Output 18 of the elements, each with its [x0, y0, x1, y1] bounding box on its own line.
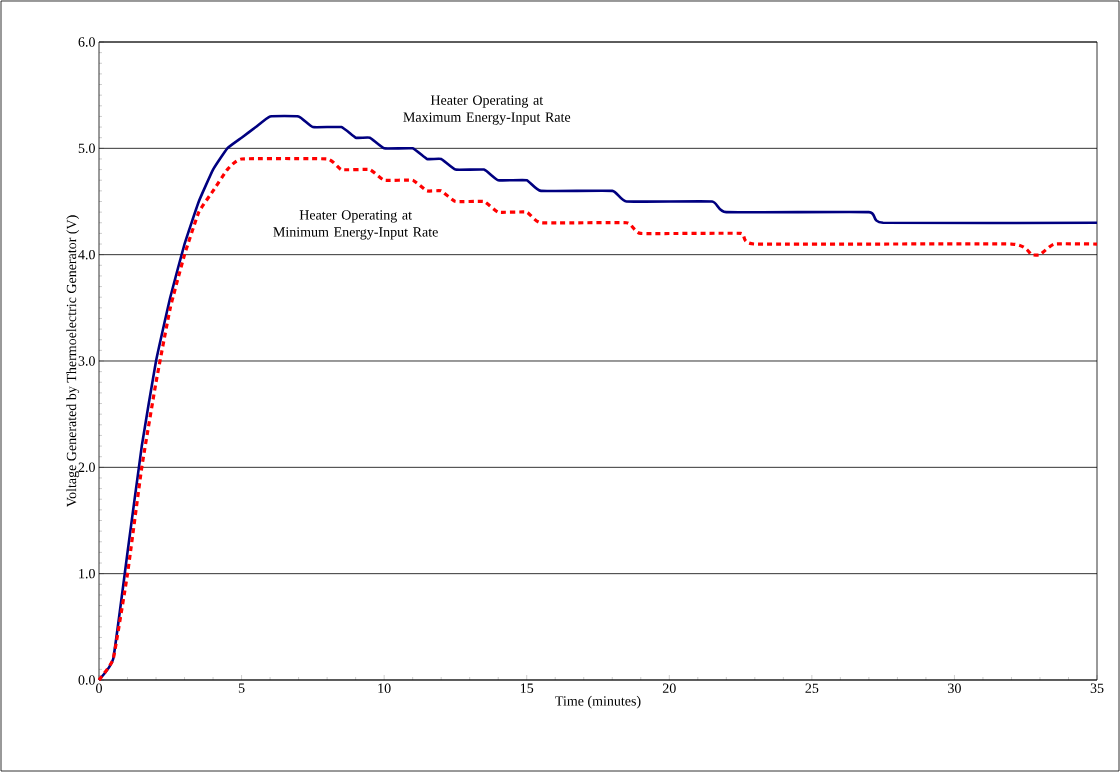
x-axis-title: Time (minutes)	[555, 695, 641, 709]
y-tick-label: 6.0	[78, 37, 95, 47]
x-tick-label: 0	[96, 683, 102, 693]
annotation: Heater Operating at Minimum Energy-Input Rate	[273, 210, 438, 240]
x-tick-label: 5	[238, 683, 245, 693]
annotation: Heater Operating at Maximum Energy-Input Rate	[403, 95, 571, 125]
y-tick-label: 4.0	[78, 249, 95, 260]
y-tick-label: 5.0	[78, 143, 95, 154]
x-tick-label: 25	[805, 683, 819, 693]
y-tick-label: 3.0	[78, 356, 95, 366]
x-tick-label: 30	[948, 683, 961, 693]
y-tick-label: 2.0	[78, 462, 95, 473]
y-tick-label: 0.0	[78, 675, 95, 685]
x-tick-label: 15	[520, 683, 534, 693]
x-tick-label: 35	[1090, 683, 1104, 693]
x-tick-label: 10	[378, 683, 391, 693]
y-tick-label: 1.0	[79, 568, 95, 579]
x-tick-label: 20	[662, 683, 676, 693]
